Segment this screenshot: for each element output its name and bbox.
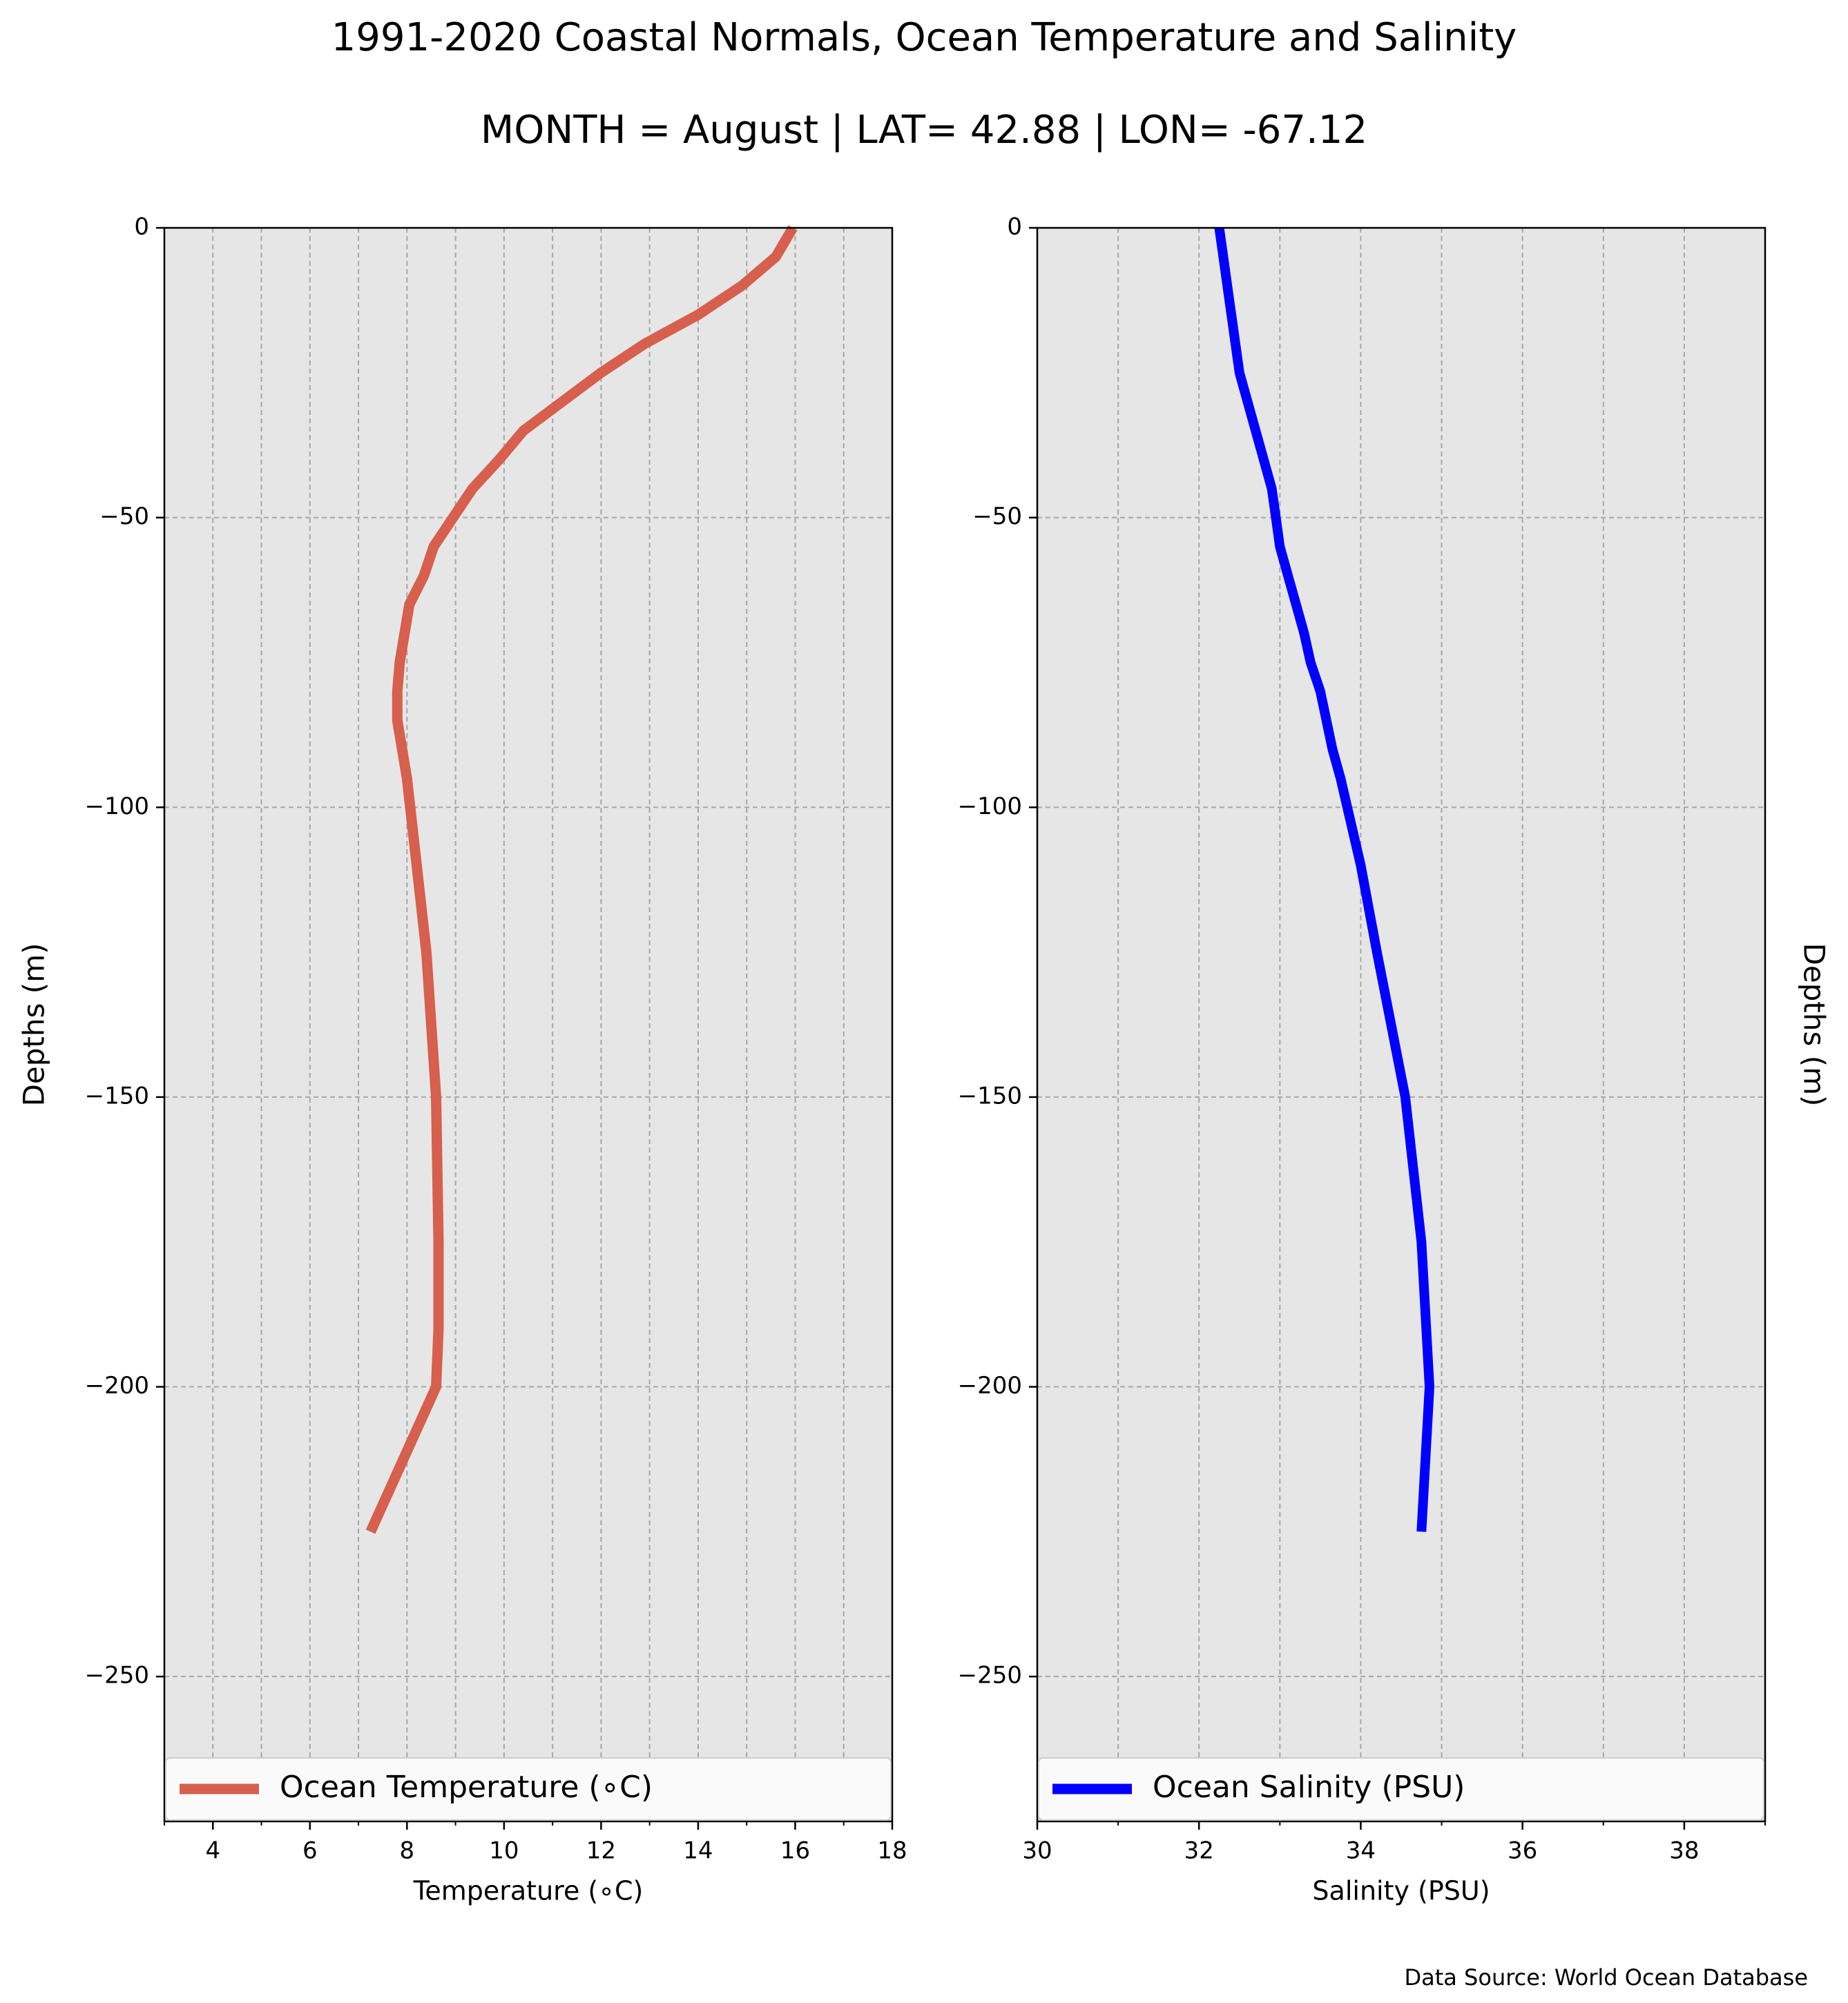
y-tick-label: 0 — [134, 213, 149, 241]
x-tick-label: 30 — [1022, 1837, 1052, 1865]
legend-box — [165, 1757, 892, 1821]
figure-subtitle: MONTH = August | LAT= 42.88 | LON= -67.1… — [481, 108, 1367, 153]
y-axis-label: Depths (m) — [17, 943, 51, 1107]
plot-area — [1037, 228, 1765, 1821]
y-tick-label: −200 — [958, 1372, 1022, 1400]
x-tick-label: 12 — [586, 1837, 616, 1865]
y-tick-label: −100 — [85, 793, 149, 820]
legend-label: Ocean Salinity (PSU) — [1153, 1770, 1465, 1805]
x-tick-label: 14 — [683, 1837, 713, 1865]
x-axis-label: Temperature (∘C) — [413, 1876, 644, 1906]
series-line-0 — [1214, 227, 1435, 1532]
x-tick-label: 6 — [302, 1837, 318, 1865]
x-tick-label: 8 — [400, 1837, 415, 1865]
x-tick-label: 32 — [1184, 1837, 1214, 1865]
figure-title: 1991-2020 Coastal Normals, Ocean Tempera… — [331, 15, 1517, 60]
legend-label: Ocean Temperature (∘C) — [280, 1770, 653, 1805]
salinity-panel: 0 −50 −100 −150 −200 −250 30 32 34 36 38 Salinity (… — [958, 213, 1831, 1906]
temperature-panel: 0 −50 −100 −150 −200 −250 4 6 8 10 12 14 16 18 Tempera… — [17, 213, 907, 1906]
axes-frame — [163, 226, 894, 1823]
y-tick-label: −100 — [958, 793, 1022, 820]
x-tick-label: 4 — [205, 1837, 220, 1865]
y-tick-label: −50 — [99, 503, 149, 530]
y-tick-label: −50 — [972, 503, 1022, 530]
x-tick-label: 16 — [780, 1837, 810, 1865]
x-tick-label: 38 — [1669, 1837, 1699, 1865]
y-tick-label: 0 — [1007, 213, 1022, 241]
x-tick-label: 18 — [877, 1837, 907, 1865]
series-line-0 — [365, 225, 798, 1534]
x-tick-label: 34 — [1346, 1837, 1376, 1865]
y-axis-label: Depths (m) — [1798, 943, 1831, 1107]
x-axis-label: Salinity (PSU) — [1312, 1876, 1490, 1906]
data-source-note: Data Source: World Ocean Database — [1404, 1964, 1808, 1991]
legend-box — [1038, 1757, 1764, 1821]
y-tick-label: −250 — [85, 1662, 149, 1690]
y-tick-label: −150 — [85, 1082, 149, 1110]
y-tick-label: −250 — [958, 1662, 1022, 1690]
plot-area — [164, 228, 892, 1821]
y-tick-label: −150 — [958, 1082, 1022, 1110]
x-tick-label: 36 — [1508, 1837, 1537, 1865]
axes-frame — [1036, 226, 1767, 1823]
x-tick-label: 10 — [489, 1837, 519, 1865]
y-tick-label: −200 — [85, 1372, 149, 1400]
